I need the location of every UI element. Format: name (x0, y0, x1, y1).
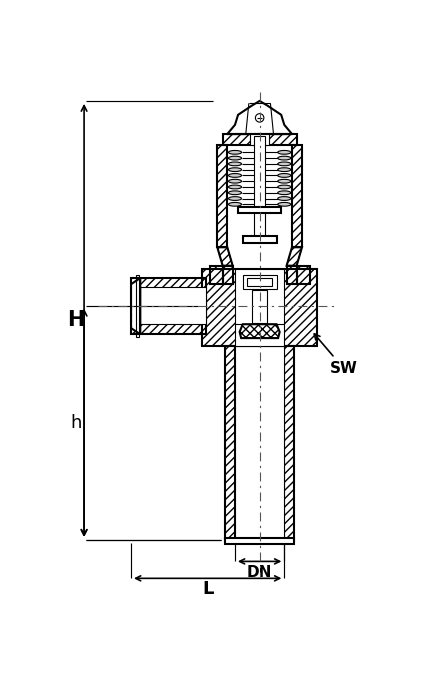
Bar (223, 134, 296, 145)
Ellipse shape (278, 202, 291, 206)
Ellipse shape (278, 156, 291, 160)
Bar (254, 136, 265, 239)
Bar (243, 275, 276, 289)
Bar (210, 266, 223, 284)
Bar (210, 266, 223, 284)
Bar (140, 287, 206, 324)
Ellipse shape (228, 202, 242, 206)
Ellipse shape (278, 150, 291, 154)
Ellipse shape (278, 168, 291, 172)
Ellipse shape (278, 162, 291, 166)
Bar (296, 266, 310, 284)
Ellipse shape (278, 191, 291, 195)
Bar (223, 266, 233, 284)
Bar (131, 278, 206, 335)
Bar (225, 346, 235, 540)
Bar (217, 145, 227, 247)
Bar (250, 134, 269, 145)
Bar (225, 346, 235, 540)
Ellipse shape (228, 179, 242, 183)
Text: h: h (70, 414, 81, 432)
Ellipse shape (278, 197, 291, 200)
Bar (296, 266, 310, 284)
Bar (284, 346, 294, 540)
Bar (131, 278, 206, 335)
Bar (223, 266, 233, 284)
Ellipse shape (278, 174, 291, 177)
Text: L: L (202, 580, 213, 598)
Polygon shape (217, 247, 233, 266)
Bar (223, 134, 296, 145)
Ellipse shape (228, 197, 242, 200)
Bar (286, 266, 296, 284)
Polygon shape (240, 324, 279, 338)
Polygon shape (286, 247, 302, 266)
Bar (202, 269, 317, 346)
Text: H: H (67, 310, 84, 330)
Bar (136, 275, 139, 337)
Ellipse shape (228, 191, 242, 195)
Bar (252, 290, 267, 323)
Bar (202, 269, 317, 346)
Bar (247, 278, 272, 286)
Bar (284, 346, 294, 540)
Bar (243, 237, 276, 243)
Ellipse shape (228, 185, 242, 189)
Ellipse shape (228, 150, 242, 154)
Bar (256, 144, 263, 150)
Bar (292, 145, 302, 247)
Polygon shape (227, 101, 292, 134)
Ellipse shape (228, 156, 242, 160)
Ellipse shape (228, 168, 242, 172)
Bar (292, 145, 302, 247)
Ellipse shape (228, 174, 242, 177)
Bar (225, 538, 294, 545)
Bar (286, 266, 296, 284)
Text: DN: DN (247, 565, 272, 580)
Circle shape (255, 113, 264, 122)
Text: SW: SW (314, 334, 358, 376)
Ellipse shape (228, 162, 242, 166)
Bar (217, 145, 227, 247)
Polygon shape (131, 278, 140, 335)
Bar (235, 346, 284, 540)
Bar (238, 207, 281, 214)
Ellipse shape (278, 185, 291, 189)
Ellipse shape (278, 179, 291, 183)
Bar (235, 269, 284, 346)
